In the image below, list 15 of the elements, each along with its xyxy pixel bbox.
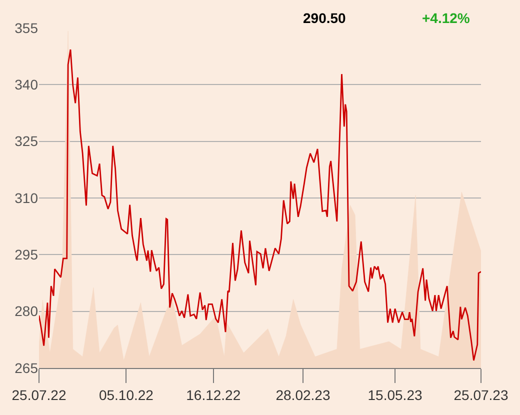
x-tick-label: 05.10.22 bbox=[98, 386, 154, 403]
text: 290.50 bbox=[303, 10, 346, 26]
y-tick-label: 265 bbox=[14, 360, 38, 376]
y-tick-label: 310 bbox=[14, 190, 38, 206]
x-tick-label: 28.02.23 bbox=[276, 386, 330, 403]
y-tick-label: 340 bbox=[14, 76, 38, 93]
x-tick-label: 15.05.23 bbox=[368, 386, 422, 403]
y-tick-label: 280 bbox=[14, 303, 38, 320]
x-tick-label: 16.12.22 bbox=[186, 386, 241, 403]
y-tick-label: 325 bbox=[14, 133, 38, 150]
y-tick-label: 355 bbox=[14, 20, 38, 36]
x-tick-label: 25.07.23 bbox=[454, 386, 508, 403]
text: +4.12% bbox=[422, 10, 470, 26]
y-tick-label: 295 bbox=[14, 246, 38, 263]
x-tick-label: 25.07.22 bbox=[12, 386, 66, 403]
